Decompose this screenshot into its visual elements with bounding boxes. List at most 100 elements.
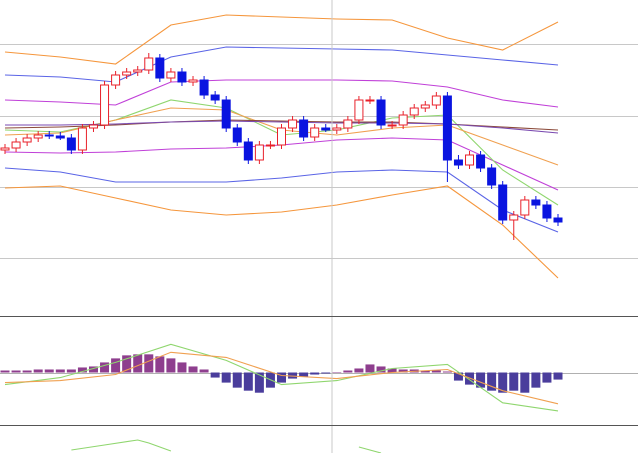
- candle-body: [476, 154, 486, 169]
- histogram-bar: [310, 372, 320, 375]
- candle-body: [33, 134, 43, 139]
- candle-body: [553, 217, 563, 223]
- histogram-bar: [22, 370, 32, 373]
- candle-body: [254, 144, 264, 161]
- histogram-bar: [100, 362, 110, 373]
- histogram-bar: [476, 372, 486, 388]
- histogram-bar: [332, 372, 342, 374]
- candle-body: [442, 95, 452, 161]
- candle-body: [409, 107, 419, 116]
- candle-body: [221, 99, 231, 129]
- candle-body: [487, 167, 497, 186]
- indicator-line: [5, 120, 559, 134]
- histogram-bar: [199, 369, 209, 373]
- candle-body: [66, 137, 76, 151]
- histogram-bar: [520, 372, 530, 393]
- indicator-line: [4, 167, 559, 233]
- histogram-bar: [232, 372, 242, 388]
- indicator-line: [4, 351, 559, 405]
- histogram-bar: [542, 372, 552, 383]
- candle-body: [166, 71, 176, 79]
- candle-body: [55, 135, 65, 139]
- candle-body: [376, 99, 386, 126]
- histogram-bar: [144, 354, 154, 373]
- candle-body: [265, 144, 275, 147]
- candle-body: [321, 127, 331, 131]
- indicator-line: [4, 14, 559, 65]
- histogram-bar: [188, 366, 198, 373]
- candle-body: [232, 127, 242, 143]
- candle-body: [431, 95, 441, 106]
- histogram-bar: [531, 372, 541, 388]
- histogram-bar: [487, 372, 497, 391]
- histogram-bar: [166, 358, 176, 373]
- histogram-bar: [77, 367, 87, 373]
- candle-body: [210, 94, 220, 101]
- indicator-line: [358, 446, 382, 453]
- candle-body: [88, 124, 98, 129]
- histogram-bar: [88, 366, 98, 373]
- histogram-bar: [66, 369, 76, 373]
- candle-body: [365, 99, 375, 102]
- histogram-bar: [509, 372, 519, 391]
- indicator-line: [4, 343, 559, 412]
- indicator-line: [4, 79, 559, 108]
- candle-body: [398, 114, 408, 126]
- candle-body: [465, 154, 475, 166]
- histogram-bar: [111, 358, 121, 373]
- histogram-bar: [354, 368, 364, 373]
- candle-body: [0, 147, 10, 151]
- indicator-line: [4, 46, 559, 83]
- candle-body: [498, 184, 508, 221]
- histogram-bar: [210, 372, 220, 378]
- histogram-bar: [299, 372, 309, 377]
- candle-body: [22, 137, 32, 143]
- histogram-bar: [177, 362, 187, 373]
- candle-body: [177, 71, 187, 83]
- candle-body: [332, 127, 342, 131]
- histogram-bar: [321, 372, 331, 374]
- candle-body: [531, 199, 541, 206]
- candle-body: [277, 127, 286, 146]
- histogram-bar: [398, 369, 408, 373]
- plot-area: [0, 14, 638, 453]
- histogram-bar: [0, 370, 10, 373]
- candle-body: [299, 119, 309, 138]
- candle-body: [77, 127, 87, 151]
- histogram-bar: [420, 370, 430, 373]
- candle-body: [11, 141, 21, 149]
- candle-body: [343, 119, 353, 129]
- candle-body: [453, 159, 463, 166]
- histogram-bar: [254, 372, 264, 393]
- candle-body: [310, 127, 320, 138]
- histogram-bar: [453, 372, 463, 381]
- candle-body: [133, 69, 143, 73]
- candle-body: [100, 84, 110, 126]
- candle-body: [111, 74, 121, 86]
- histogram-bar: [376, 366, 386, 373]
- candle-body: [199, 79, 209, 96]
- histogram-bar: [343, 370, 353, 373]
- histogram-bar: [553, 372, 563, 380]
- candle-body: [509, 214, 519, 221]
- candle-body: [155, 57, 165, 79]
- histogram-bar: [55, 369, 65, 373]
- histogram-bar: [221, 372, 231, 383]
- candle-body: [188, 79, 198, 83]
- histogram-bar: [122, 355, 132, 373]
- indicator-line: [4, 185, 559, 279]
- histogram-bar: [33, 369, 43, 373]
- indicator-line: [71, 439, 172, 452]
- histogram-bar: [442, 371, 452, 373]
- candle-body: [144, 57, 154, 71]
- candle-body: [354, 99, 364, 121]
- histogram-bar: [11, 370, 21, 373]
- candle-body: [44, 134, 54, 137]
- histogram-bar: [498, 372, 508, 393]
- histogram-bar: [465, 372, 475, 385]
- candle-body: [520, 199, 530, 216]
- candle-body: [122, 71, 132, 76]
- histogram-bar: [365, 364, 375, 373]
